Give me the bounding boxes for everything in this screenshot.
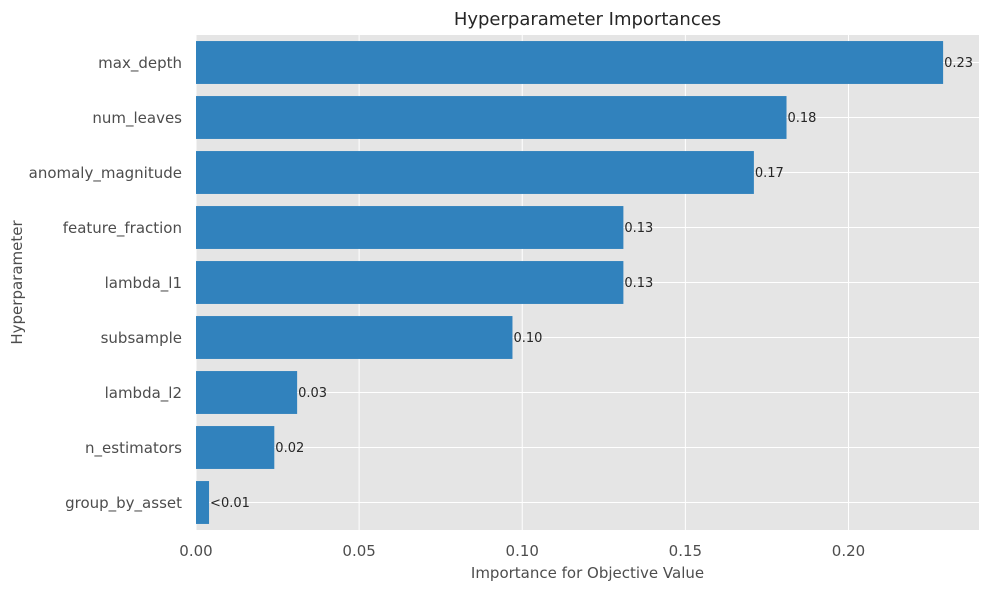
y-tick-label: group_by_asset xyxy=(65,494,182,513)
bar-lambda-l2 xyxy=(196,371,298,414)
bar-data-label: 0.13 xyxy=(624,221,653,236)
bar-data-labels: 0.23 0.18 0.17 0.13 0.13 0.10 0.03 0.02 <0.01 xyxy=(210,56,973,511)
x-tick-label: 0.20 xyxy=(832,542,865,560)
y-axis-label: Hyperparameter xyxy=(8,220,26,345)
y-tick-label: lambda_l2 xyxy=(105,384,182,403)
bar-data-label: 0.03 xyxy=(298,386,327,401)
bar-data-label: 0.23 xyxy=(944,56,973,71)
y-tick-label: lambda_l1 xyxy=(105,274,182,293)
bar-feature-fraction xyxy=(196,206,624,249)
x-tick-label: 0.10 xyxy=(506,542,539,560)
x-tick-label: 0.05 xyxy=(342,542,375,560)
bar-max-depth xyxy=(196,41,944,84)
x-axis-label: Importance for Objective Value xyxy=(471,564,704,582)
bar-data-label: 0.02 xyxy=(275,441,304,456)
x-tick-label: 0.00 xyxy=(179,542,212,560)
bar-data-label: 0.17 xyxy=(755,166,784,181)
bars xyxy=(196,41,944,524)
bar-data-label: <0.01 xyxy=(210,496,250,511)
y-tick-label: num_leaves xyxy=(92,109,182,128)
y-tick-label: n_estimators xyxy=(85,439,182,458)
y-tick-label: feature_fraction xyxy=(63,219,182,238)
bar-data-label: 0.18 xyxy=(788,111,817,126)
bar-group-by-asset xyxy=(196,481,210,524)
bar-lambda-l1 xyxy=(196,261,624,304)
x-tick-label: 0.15 xyxy=(669,542,702,560)
bar-data-label: 0.10 xyxy=(513,331,542,346)
bar-n-estimators xyxy=(196,426,275,469)
y-tick-label: max_depth xyxy=(98,54,182,73)
x-tick-labels: 0.00 0.05 0.10 0.15 0.20 xyxy=(179,542,865,560)
y-tick-label: anomaly_magnitude xyxy=(29,164,182,183)
bar-subsample xyxy=(196,316,513,359)
bar-num-leaves xyxy=(196,96,787,139)
bar-anomaly-magnitude xyxy=(196,151,754,194)
chart-title: Hyperparameter Importances xyxy=(454,9,721,30)
y-tick-labels: max_depth num_leaves anomaly_magnitudefeat… xyxy=(29,54,183,513)
y-tick-label: subsample xyxy=(101,329,182,347)
bar-data-label: 0.13 xyxy=(624,276,653,291)
